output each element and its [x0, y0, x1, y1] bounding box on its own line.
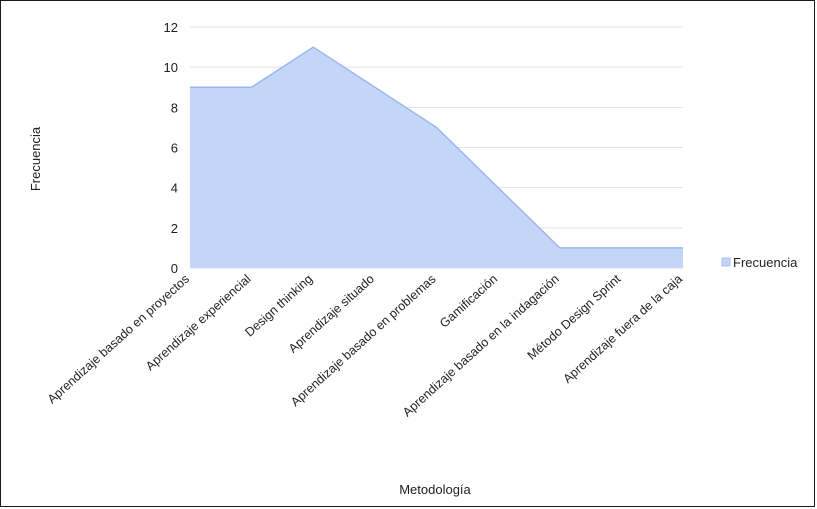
y-tick-label-0: 0	[171, 261, 178, 276]
x-tick-label-5: Gamificación	[437, 272, 500, 331]
y-tick-label-8: 8	[171, 100, 178, 115]
y-axis-ticks: 0 2 4 6 8 10 12	[164, 20, 178, 276]
y-tick-label-10: 10	[164, 60, 178, 75]
legend-label: Frecuencia	[733, 255, 798, 270]
legend: Frecuencia	[721, 255, 798, 270]
legend-swatch	[721, 257, 731, 267]
y-tick-label-6: 6	[171, 141, 178, 156]
y-axis-title: Frecuencia	[28, 126, 43, 191]
x-axis-ticks: Aprendizaje basado en proyectosAprendiza…	[45, 271, 685, 419]
y-tick-label-4: 4	[171, 181, 178, 196]
y-tick-label-2: 2	[171, 221, 178, 236]
x-axis-title: Metodología	[399, 482, 471, 497]
area-line	[190, 46, 683, 249]
area-fill	[190, 47, 683, 269]
y-tick-label-12: 12	[164, 20, 178, 35]
x-tick-label-8: Aprendizaje fuera de la caja	[560, 272, 685, 386]
x-tick-label-1: Aprendizaje experiencial	[143, 272, 254, 374]
series-area	[190, 46, 683, 269]
